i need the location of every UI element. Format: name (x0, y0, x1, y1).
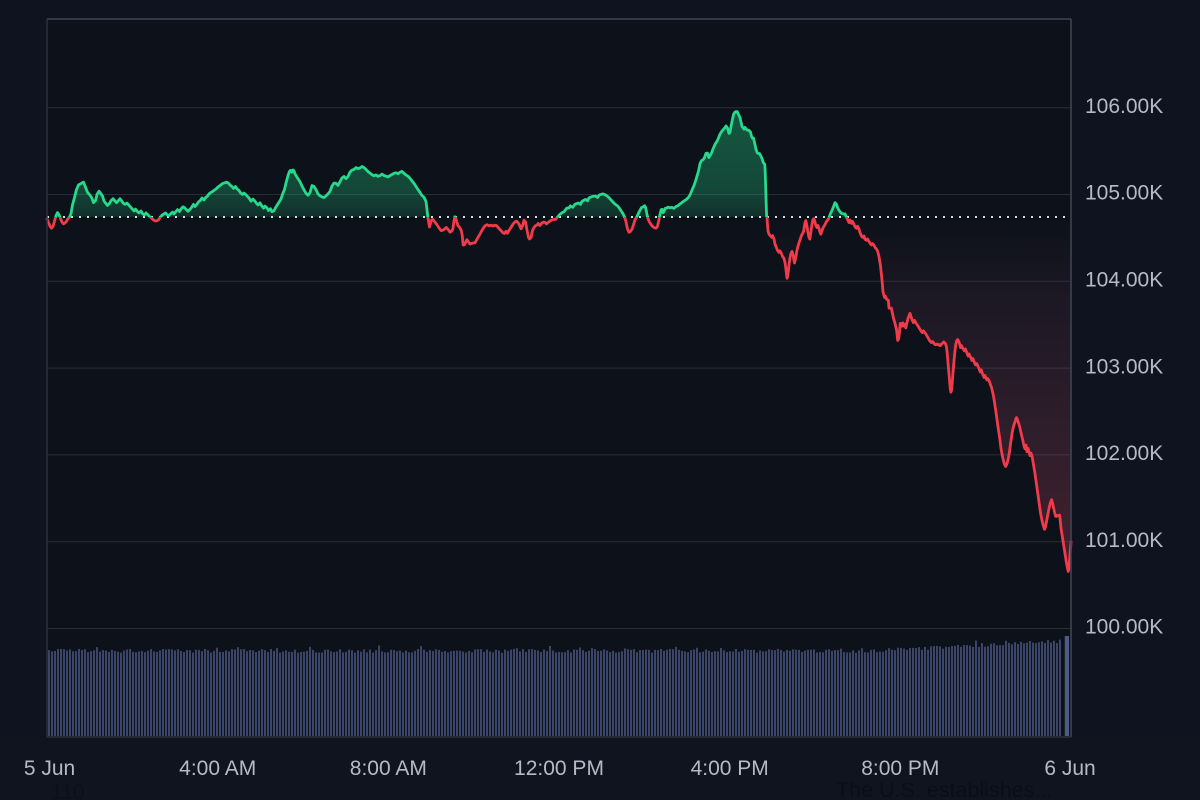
svg-text:106.00K: 106.00K (1085, 95, 1163, 118)
svg-text:110: 110 (51, 781, 84, 800)
svg-text:100.00K: 100.00K (1085, 616, 1163, 639)
svg-text:4:00 AM: 4:00 AM (179, 757, 256, 780)
svg-text:8:00 AM: 8:00 AM (350, 757, 427, 780)
svg-text:5 Jun: 5 Jun (24, 757, 75, 780)
svg-text:102.00K: 102.00K (1085, 442, 1163, 465)
svg-text:103.00K: 103.00K (1085, 355, 1163, 378)
svg-text:104.00K: 104.00K (1085, 269, 1163, 292)
svg-text:8:00 PM: 8:00 PM (861, 757, 939, 780)
svg-text:105.00K: 105.00K (1085, 182, 1163, 205)
svg-text:6 Jun: 6 Jun (1044, 757, 1095, 780)
svg-text:The U.S. establishes...: The U.S. establishes... (836, 778, 1052, 800)
svg-text:101.00K: 101.00K (1085, 529, 1163, 552)
svg-text:4:00 PM: 4:00 PM (691, 757, 769, 780)
svg-text:12:00 PM: 12:00 PM (514, 757, 604, 780)
